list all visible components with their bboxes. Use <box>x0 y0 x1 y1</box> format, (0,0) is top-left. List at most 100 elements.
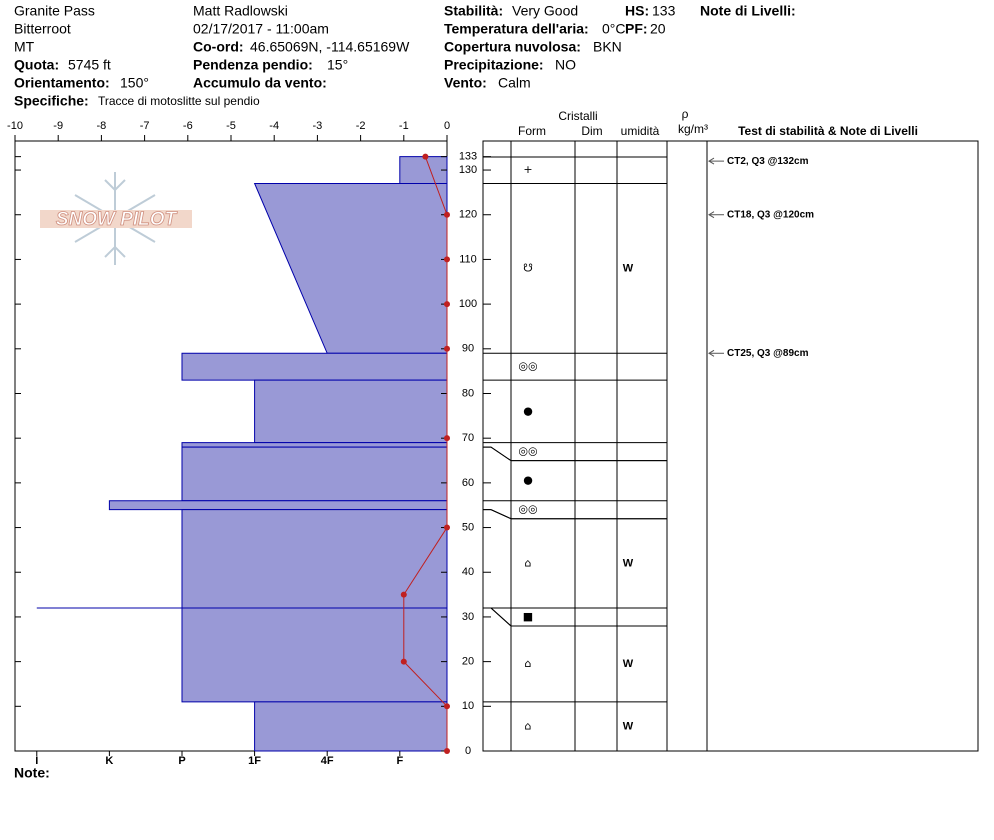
hardness-layer <box>254 701 448 752</box>
x-tick-label: -5 <box>226 120 236 132</box>
crystal-form: ● <box>523 404 533 417</box>
hardness-tick-label: F <box>396 755 403 767</box>
hardness-tick-label: K <box>105 755 113 767</box>
slope-label: Pendenza pendio: <box>193 57 313 73</box>
y-tick-label: 0 <box>465 745 471 757</box>
crystal-form: ⌂ <box>525 556 532 569</box>
test-label: CT18, Q3 @120cm <box>727 209 814 220</box>
range: Bitterroot <box>14 21 71 37</box>
hardness-layer <box>108 500 448 511</box>
temperature-point <box>400 658 407 665</box>
temperature-point <box>444 211 450 218</box>
hardness-layer <box>181 446 448 502</box>
wind-loading-label: Accumulo da vento: <box>193 75 327 91</box>
temperature-point <box>400 591 407 598</box>
x-tick-label: -2 <box>356 120 366 132</box>
stability: Very Good <box>512 3 578 19</box>
test-arrowhead <box>708 157 715 165</box>
logo <box>40 172 192 265</box>
temperature-point <box>444 435 450 442</box>
air-temp-label: Temperatura dell'aria: <box>444 21 589 37</box>
hardness-tick-label: I <box>35 755 38 767</box>
cloud: BKN <box>593 39 622 55</box>
aspect-label: Orientamento: <box>14 75 110 91</box>
y-tick-label: 133 <box>459 151 477 163</box>
x-tick-label: -8 <box>97 120 107 132</box>
coord: 46.65069N, -114.65169W <box>250 39 410 55</box>
wetness-header: umidità <box>621 124 660 138</box>
precip-label: Precipitazione: <box>444 57 544 73</box>
hardness-tick-label: 4F <box>321 755 334 767</box>
crystal-form: ⌂ <box>525 657 532 670</box>
y-tick-label: 120 <box>459 209 477 221</box>
wind-label: Vento: <box>444 75 487 91</box>
observer: Matt Radlowski <box>193 3 288 19</box>
test-label: CT2, Q3 @132cm <box>727 156 809 167</box>
temperature-point <box>444 256 450 263</box>
y-tick-label: 40 <box>462 566 474 578</box>
y-tick-label: 100 <box>459 298 477 310</box>
crystal-form: ⌂ <box>525 719 532 732</box>
y-tick-label: 10 <box>462 700 474 712</box>
tests-header: Test di stabilità & Note di Livelli <box>738 124 918 138</box>
x-tick-label: -7 <box>140 120 150 132</box>
date: 02/17/2017 - 11:00am <box>193 21 329 37</box>
density-header: ρ <box>682 107 689 121</box>
wetness: W <box>623 557 634 569</box>
y-tick-label: 20 <box>462 656 474 668</box>
notes-label: Note: <box>14 765 50 781</box>
crystal-form: + <box>523 163 532 176</box>
crystal-form: ◎◎ <box>518 503 537 516</box>
crystal-form: ■ <box>523 610 533 623</box>
wind: Calm <box>498 75 531 91</box>
hs: 133 <box>652 3 676 19</box>
test-arrowhead <box>708 349 715 357</box>
density-unit: kg/m³ <box>678 122 708 136</box>
y-tick-label: 110 <box>459 253 477 265</box>
hardness-tick-label: P <box>178 755 185 767</box>
location: Granite Pass <box>14 3 95 19</box>
y-tick-label: 50 <box>462 521 474 533</box>
pf-label: PF: <box>625 21 648 37</box>
y-tick-label: 30 <box>462 611 474 623</box>
hardness-layer <box>181 442 448 448</box>
elevation-label: Quota: <box>14 57 59 73</box>
hardness-layer <box>254 379 448 444</box>
hs-label: HS: <box>625 3 649 19</box>
table-columns <box>510 141 708 751</box>
x-tick-label: 0 <box>444 120 450 132</box>
stability-label: Stabilità: <box>444 3 503 19</box>
cloud-label: Copertura nuvolosa: <box>444 39 581 55</box>
crystal-form: ☋ <box>523 261 533 274</box>
x-tick-label: -6 <box>183 120 193 132</box>
logo-text: SNOW PILOT <box>56 209 178 230</box>
specifics: Tracce di motoslitte sul pendio <box>98 94 260 108</box>
form-header: Form <box>518 124 546 138</box>
test-arrowhead <box>708 211 715 219</box>
wetness: W <box>623 262 634 274</box>
y-tick-label: 90 <box>462 343 474 355</box>
aspect: 150° <box>120 75 149 91</box>
specifics-label: Specifiche: <box>14 93 89 109</box>
wetness: W <box>623 658 634 670</box>
elevation: 5745 ft <box>68 57 111 73</box>
temperature-point <box>444 345 450 352</box>
test-label: CT25, Q3 @89cm <box>727 348 809 359</box>
hardness-layer <box>181 509 448 609</box>
temperature-point <box>444 524 450 531</box>
hardness-tick-label: 1F <box>248 755 261 767</box>
size-header: Dim <box>581 124 602 138</box>
layer-notes-label: Note di Livelli: <box>700 3 796 19</box>
hardness-layer <box>399 156 448 184</box>
wetness: W <box>623 720 634 732</box>
coord-label: Co-ord: <box>193 39 244 55</box>
air-temp: 0°C <box>602 21 626 37</box>
hardness-layer <box>181 352 448 381</box>
x-tick-label: -4 <box>269 120 279 132</box>
precip: NO <box>555 57 576 73</box>
y-tick-label: 70 <box>462 432 474 444</box>
table-frame <box>482 140 979 752</box>
crystal-form: ● <box>523 474 533 487</box>
x-tick-label: -1 <box>399 120 409 132</box>
pf: 20 <box>650 21 666 37</box>
